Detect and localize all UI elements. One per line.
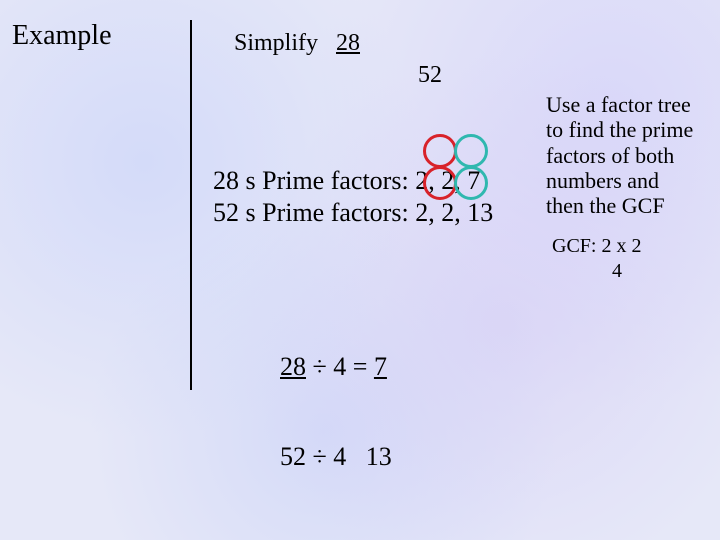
circle-red-1-icon [423, 134, 457, 168]
example-title: Example [12, 20, 112, 52]
pf2-prefix: 52 s Prime factors: [213, 198, 415, 227]
gcf-line-2: 4 [552, 259, 641, 284]
pf2-factors: 2, 2, 13 [415, 198, 493, 227]
work-line-2: 52 ÷ 4 13 [280, 442, 392, 472]
work-line-1: 28 ÷ 4 = 7 [280, 352, 392, 382]
work-l1-rest: ÷ 4 = [306, 352, 374, 381]
vertical-divider [190, 20, 192, 390]
gcf-block: GCF: 2 x 2 4 [552, 234, 641, 284]
work-l1-res: 7 [374, 352, 387, 381]
explanation-l4: numbers and [546, 168, 693, 193]
explanation-l1: Use a factor tree [546, 92, 693, 117]
circle-red-2-icon [423, 166, 457, 200]
instruction-label: Simplify [234, 30, 318, 57]
explanation-l3: factors of both [546, 143, 693, 168]
explanation-block: Use a factor tree to find the prime fact… [546, 92, 693, 218]
work-l2-res: 13 [346, 442, 392, 471]
circle-teal-1-icon [454, 134, 488, 168]
fraction-denominator: 52 [418, 62, 442, 89]
work-block: 28 ÷ 4 = 7 52 ÷ 4 13 [280, 292, 392, 502]
gcf-line-1: GCF: 2 x 2 [552, 234, 641, 259]
work-l2-div: ÷ 4 [306, 442, 346, 471]
work-l2-num: 52 [280, 442, 306, 471]
fraction-numerator: 28 [336, 30, 360, 57]
circle-teal-2-icon [454, 166, 488, 200]
explanation-l5: then the GCF [546, 193, 693, 218]
explanation-l2: to find the prime [546, 117, 693, 142]
work-l1-num: 28 [280, 352, 306, 381]
